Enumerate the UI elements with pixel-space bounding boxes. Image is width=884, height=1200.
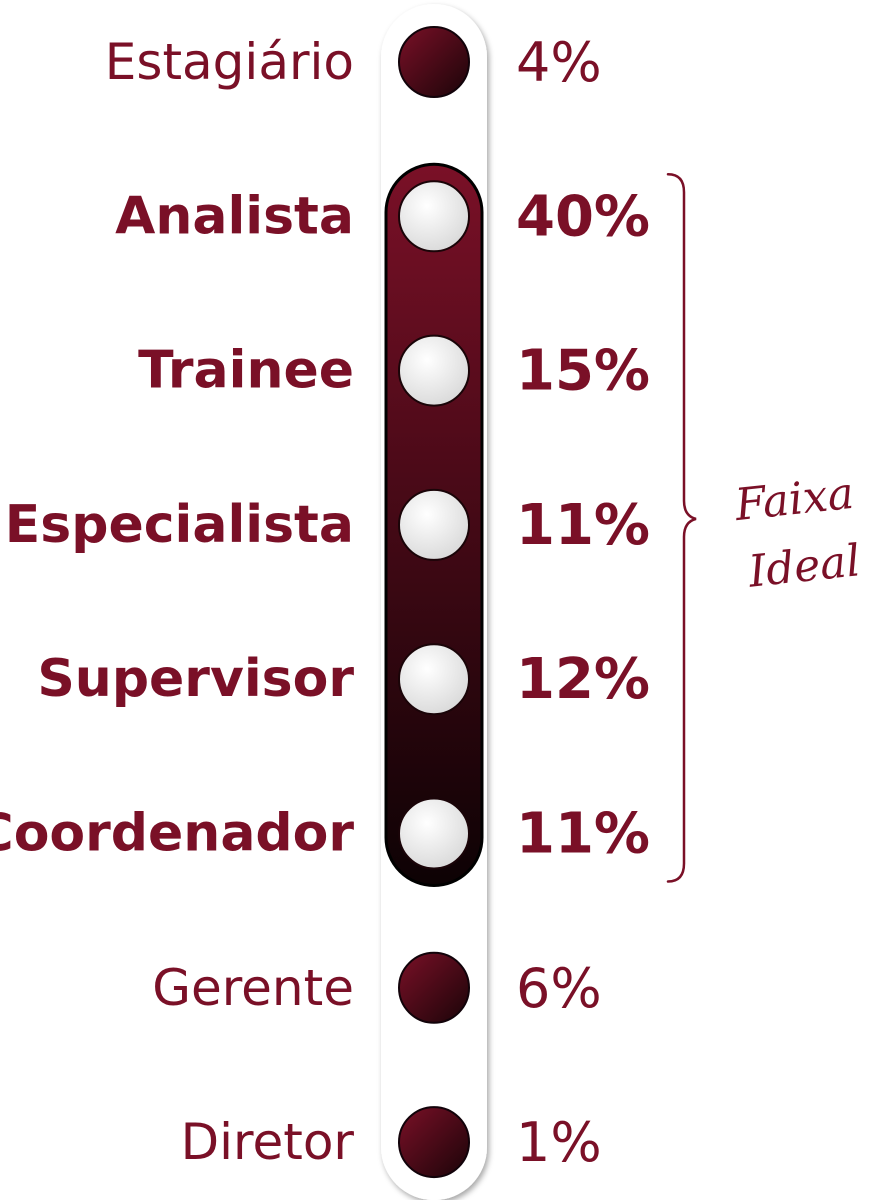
- value-label-trainee: 15%: [516, 339, 650, 404]
- category-label-analista: Analista: [115, 186, 354, 246]
- node-trainee: [398, 334, 470, 407]
- value-label-coordenador: 11%: [516, 802, 650, 867]
- bracket-label-line-1: Faixa: [732, 468, 857, 531]
- node-supervisor: [398, 643, 470, 716]
- bracket-label-line-2: Ideal: [745, 535, 863, 598]
- value-label-gerente: 6%: [516, 957, 602, 1020]
- node-analista: [398, 180, 470, 253]
- node-diretor: [398, 1106, 470, 1179]
- node-coordenador: [398, 797, 470, 870]
- category-label-supervisor: Supervisor: [37, 649, 354, 709]
- value-label-diretor: 1%: [516, 1111, 602, 1174]
- value-label-analista: 40%: [516, 184, 650, 249]
- value-label-estagiario: 4%: [516, 31, 602, 94]
- node-especialista: [398, 488, 470, 561]
- category-label-coordenador: Coordenador: [0, 804, 354, 864]
- category-label-especialista: Especialista: [5, 495, 354, 555]
- category-label-trainee: Trainee: [138, 341, 354, 401]
- category-label-estagiario: Estagiário: [105, 33, 354, 91]
- category-label-diretor: Diretor: [181, 1113, 355, 1171]
- value-label-especialista: 11%: [516, 493, 650, 558]
- node-gerente: [398, 951, 470, 1024]
- ideal-range-bracket: [666, 173, 697, 883]
- category-label-gerente: Gerente: [152, 959, 354, 1017]
- value-label-supervisor: 12%: [516, 647, 650, 712]
- node-estagiario: [398, 26, 470, 98]
